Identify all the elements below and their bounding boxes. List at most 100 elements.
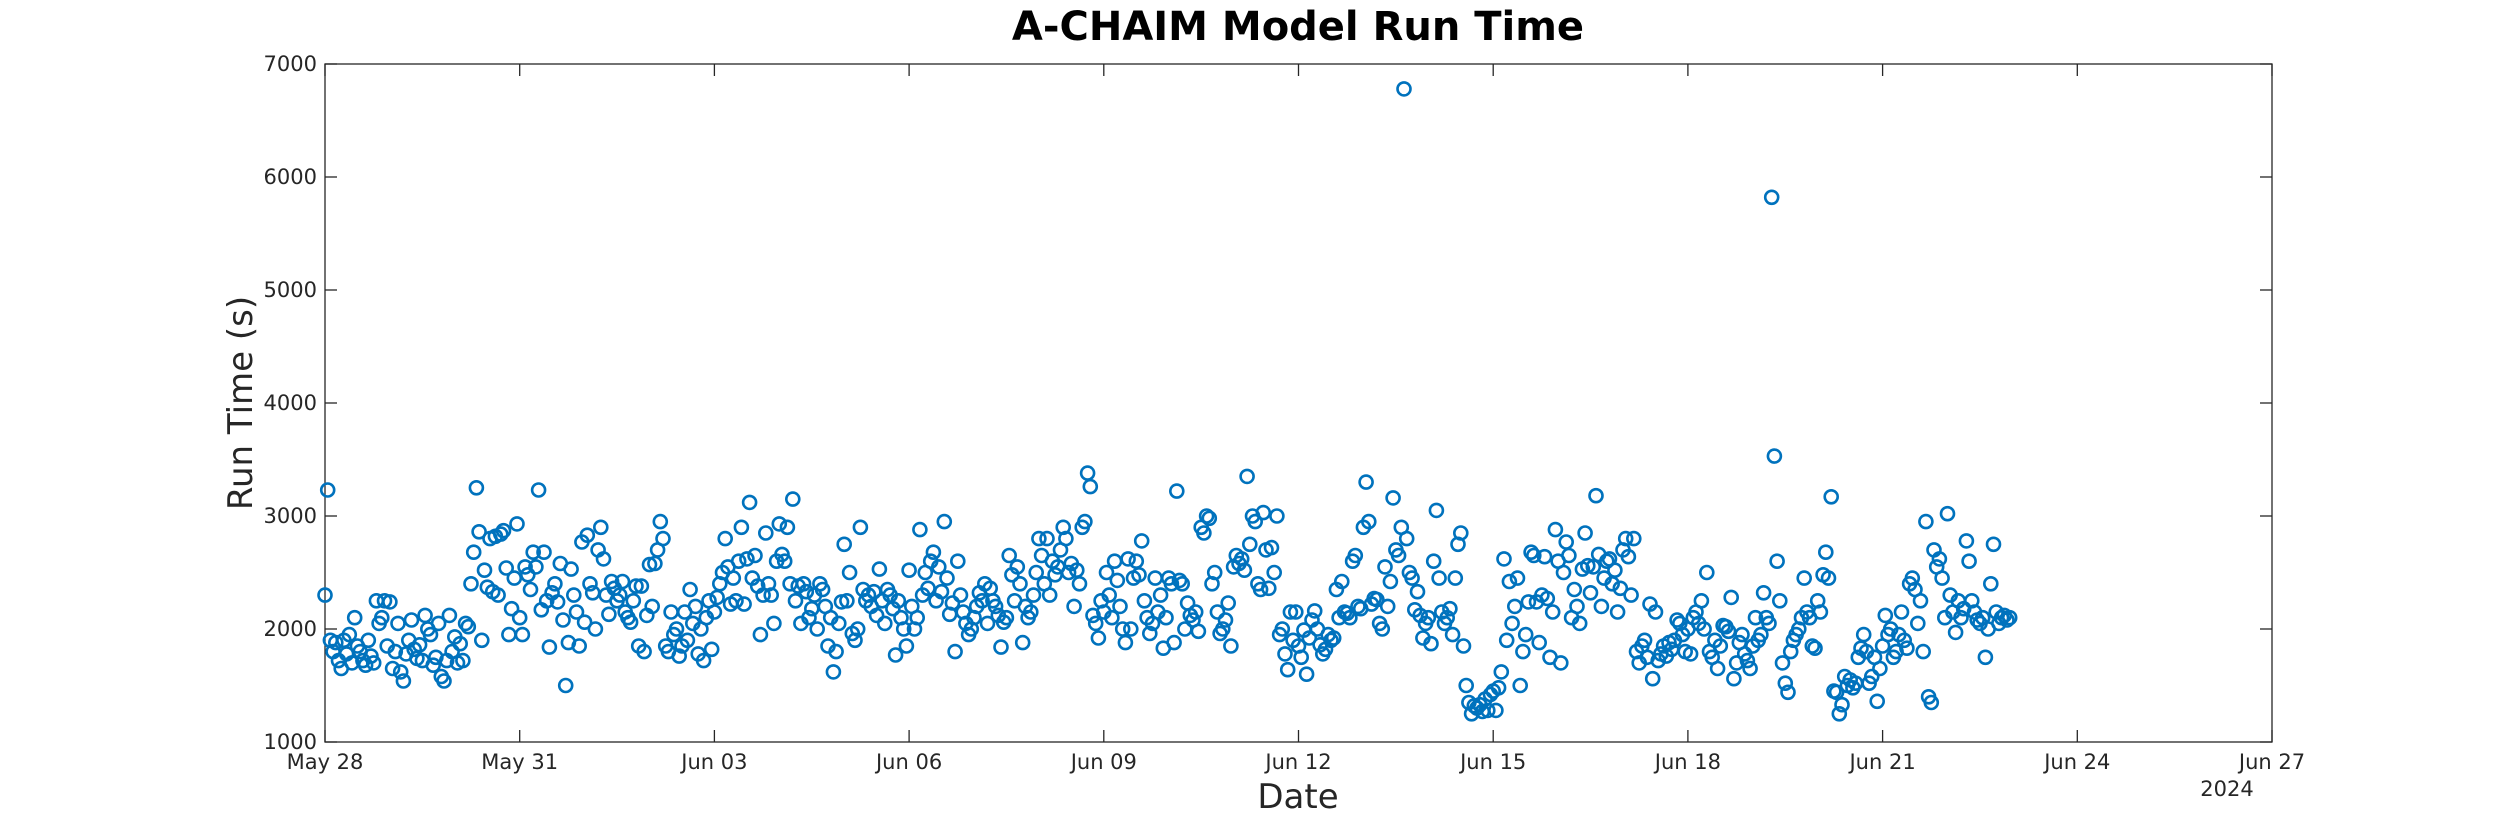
data-point xyxy=(1669,612,1685,628)
data-point xyxy=(576,614,593,631)
data-point xyxy=(468,479,485,496)
x-axis-year-label: 2024 xyxy=(2200,777,2253,801)
data-point xyxy=(652,513,669,530)
data-point xyxy=(1098,564,1115,581)
data-point xyxy=(1277,646,1293,662)
data-point xyxy=(1896,632,1912,649)
data-point xyxy=(514,626,531,643)
data-point xyxy=(1158,609,1174,626)
data-point xyxy=(395,673,412,689)
data-point xyxy=(403,612,420,628)
data-point xyxy=(1699,564,1715,581)
data-point xyxy=(1058,530,1074,547)
data-point xyxy=(952,587,969,603)
data-point xyxy=(592,519,609,536)
data-point xyxy=(949,553,966,570)
data-point xyxy=(1174,575,1190,592)
data-point xyxy=(1379,598,1396,615)
data-point xyxy=(1869,693,1885,710)
data-point xyxy=(1385,490,1401,506)
data-point xyxy=(319,482,336,498)
data-point xyxy=(1509,570,1526,586)
data-point xyxy=(741,494,758,511)
data-point xyxy=(1763,189,1780,206)
data-point xyxy=(1755,584,1772,601)
data-point xyxy=(809,621,826,637)
data-point xyxy=(739,551,755,567)
data-point xyxy=(828,643,844,660)
data-point xyxy=(771,516,788,532)
data-point xyxy=(341,626,358,643)
data-point xyxy=(557,677,574,694)
data-point xyxy=(974,592,990,609)
data-point xyxy=(1958,533,1975,549)
data-point xyxy=(1425,553,1442,570)
data-point xyxy=(1442,600,1458,617)
data-point xyxy=(1571,615,1588,632)
data-point xyxy=(509,516,525,532)
data-point xyxy=(1242,536,1258,553)
data-point xyxy=(452,635,469,652)
data-point xyxy=(936,513,953,530)
data-point xyxy=(519,566,536,583)
data-point xyxy=(1953,609,1969,626)
axis-ticks: May 28 May 31 Jun 03 Jun 06 Jun 09 Jun 12 Jun … xyxy=(264,52,2306,774)
data-point xyxy=(1301,630,1318,646)
data-point xyxy=(1166,634,1182,651)
data-point xyxy=(839,592,855,609)
data-point xyxy=(1812,604,1829,620)
data-point xyxy=(1818,544,1834,561)
data-point xyxy=(1693,592,1710,609)
data-point xyxy=(998,609,1015,626)
data-point xyxy=(703,641,720,658)
data-point xyxy=(1726,670,1742,687)
data-point xyxy=(1872,660,1888,677)
data-point xyxy=(1536,548,1553,565)
data-point xyxy=(1171,572,1188,589)
data-point xyxy=(901,562,917,579)
y-tick-label: 6000 xyxy=(264,165,317,189)
data-point xyxy=(1877,607,1894,624)
data-point xyxy=(736,596,752,612)
data-point xyxy=(1196,525,1212,541)
data-point xyxy=(628,578,644,594)
data-point xyxy=(1423,635,1439,652)
y-tick-label: 4000 xyxy=(264,391,317,415)
data-point xyxy=(1644,670,1661,687)
x-tick-label: Jun 06 xyxy=(874,750,942,774)
data-point xyxy=(895,621,912,637)
data-point xyxy=(1060,564,1077,581)
data-point xyxy=(1163,575,1180,592)
data-point xyxy=(1796,570,1812,586)
data-point xyxy=(498,560,515,576)
x-tick-label: Jun 18 xyxy=(1653,750,1721,774)
data-point xyxy=(706,604,723,620)
data-point xyxy=(1709,660,1726,677)
data-point xyxy=(582,575,598,592)
data-point xyxy=(1012,575,1028,592)
data-point xyxy=(944,595,961,611)
data-point xyxy=(1728,655,1745,671)
y-tick-label: 3000 xyxy=(264,504,317,528)
data-point xyxy=(1636,632,1653,649)
data-point xyxy=(1807,640,1823,657)
data-point xyxy=(876,615,893,632)
data-point xyxy=(1626,530,1642,547)
data-point xyxy=(1444,626,1461,643)
data-point xyxy=(1504,615,1520,632)
data-point xyxy=(622,614,639,631)
data-point xyxy=(568,604,585,620)
data-point xyxy=(1480,702,1496,719)
data-point xyxy=(436,673,452,689)
data-point xyxy=(530,482,547,498)
data-point xyxy=(747,547,763,564)
x-tick-label: Jun 21 xyxy=(1847,750,1915,774)
data-point xyxy=(1766,448,1783,464)
data-point xyxy=(1201,510,1218,527)
data-point xyxy=(495,522,512,539)
data-point xyxy=(1823,488,1839,505)
data-point xyxy=(1274,621,1291,637)
data-point xyxy=(1723,589,1739,606)
data-point xyxy=(1804,638,1821,654)
